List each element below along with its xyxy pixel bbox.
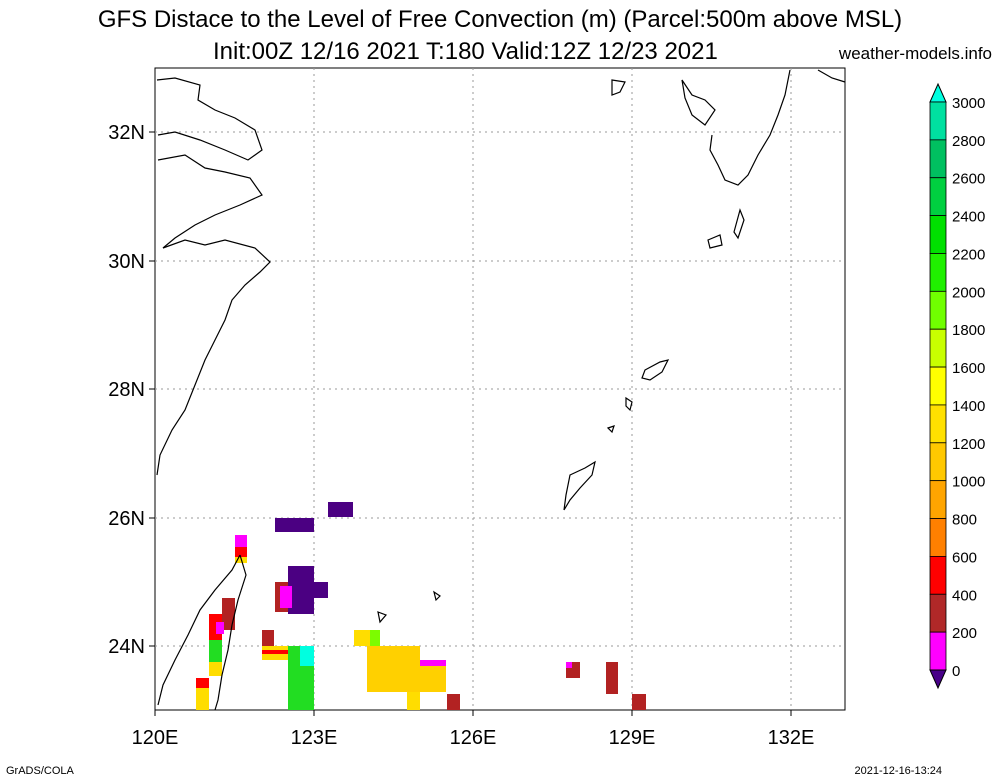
field-cell — [235, 535, 247, 547]
colorbar-label: 1000 — [952, 474, 985, 491]
field-cell — [288, 566, 314, 614]
axis-labels: 120E 123E 126E 129E 132E 32N 30N 28N 26N… — [108, 122, 814, 749]
colorbar-label: 2000 — [952, 284, 985, 301]
field-cell — [407, 692, 420, 710]
footer-right: 2021-12-16-13:24 — [854, 765, 942, 777]
colorbar-segment — [929, 480, 947, 519]
axis-ticks — [149, 131, 792, 716]
colorbar-label: 800 — [952, 512, 977, 529]
colorbar-segment — [929, 101, 947, 141]
field-cell — [222, 598, 235, 630]
colorbar-segment — [929, 366, 947, 406]
colorbar-segment — [929, 631, 947, 671]
field-cell — [280, 586, 292, 608]
site-label: weather-models.info — [838, 44, 992, 63]
field-cell — [209, 640, 222, 662]
colorbar-label: 2600 — [952, 171, 985, 188]
lon-label-132E: 132E — [768, 727, 815, 749]
colorbar-label: 2200 — [952, 246, 985, 263]
colorbar-label: 1400 — [952, 398, 985, 415]
lon-label-126E: 126E — [450, 727, 497, 749]
lat-label-32N: 32N — [108, 122, 145, 144]
lat-label-28N: 28N — [108, 379, 145, 401]
colorbar-label: 2400 — [952, 209, 985, 226]
colorbar-segment — [929, 442, 947, 482]
field-cell — [262, 650, 288, 654]
colorbar-label: 1200 — [952, 436, 985, 453]
colorbar-segment — [929, 139, 947, 179]
colorbar-label: 1600 — [952, 360, 985, 377]
colorbar-label: 2800 — [952, 133, 985, 150]
chart-title-line2: Init:00Z 12/16 2021 T:180 Valid:12Z 12/2… — [213, 38, 718, 65]
colorbar-segment — [929, 404, 947, 444]
colorbar-segment — [929, 328, 947, 368]
coastlines — [156, 69, 846, 711]
field-cell — [216, 622, 224, 634]
colorbar-bottom-arrow — [929, 669, 947, 690]
colorbar-segment — [929, 177, 947, 217]
lat-label-24N: 24N — [108, 636, 145, 658]
colorbar-segment — [929, 253, 947, 292]
field-cell — [420, 662, 446, 692]
field-cell — [262, 630, 274, 646]
colorbar-label: 1800 — [952, 322, 985, 339]
field-cell — [314, 582, 328, 598]
colorbar-label: 0 — [952, 663, 960, 680]
colorbar-segment — [929, 215, 947, 254]
field-cell — [275, 518, 314, 532]
lon-label-123E: 123E — [291, 727, 338, 749]
colorbar-label: 600 — [952, 549, 977, 566]
field-cell — [606, 662, 618, 694]
colorbar-segment — [929, 556, 947, 595]
colorbar-segment — [929, 593, 947, 633]
field-cell — [235, 547, 247, 557]
colorbar-segment — [929, 518, 947, 557]
field-cell — [566, 662, 572, 668]
field-cell — [447, 694, 460, 710]
colorbar-label: 3000 — [952, 95, 985, 112]
lon-label-120E: 120E — [132, 727, 179, 749]
field-cell — [196, 678, 209, 688]
field-cell — [367, 646, 420, 692]
lfc-field — [196, 502, 646, 710]
colorbar-top-arrow — [929, 82, 947, 103]
colorbar-segment — [929, 290, 947, 330]
field-cell — [632, 694, 646, 710]
chart-title-line1: GFS Distace to the Level of Free Convect… — [97, 6, 903, 33]
lat-label-26N: 26N — [108, 508, 145, 530]
lat-label-30N: 30N — [108, 251, 145, 273]
field-cell — [420, 660, 446, 666]
colorbar-label: 200 — [952, 625, 977, 642]
field-cell — [300, 646, 314, 666]
field-cell — [328, 502, 353, 517]
footer-left: GrADS/COLA — [6, 765, 74, 777]
field-cell — [370, 630, 380, 646]
colorbar-label: 400 — [952, 587, 977, 604]
colorbar: 3000280026002400220020001800160014001200… — [929, 82, 985, 690]
lon-label-129E: 129E — [609, 727, 656, 749]
